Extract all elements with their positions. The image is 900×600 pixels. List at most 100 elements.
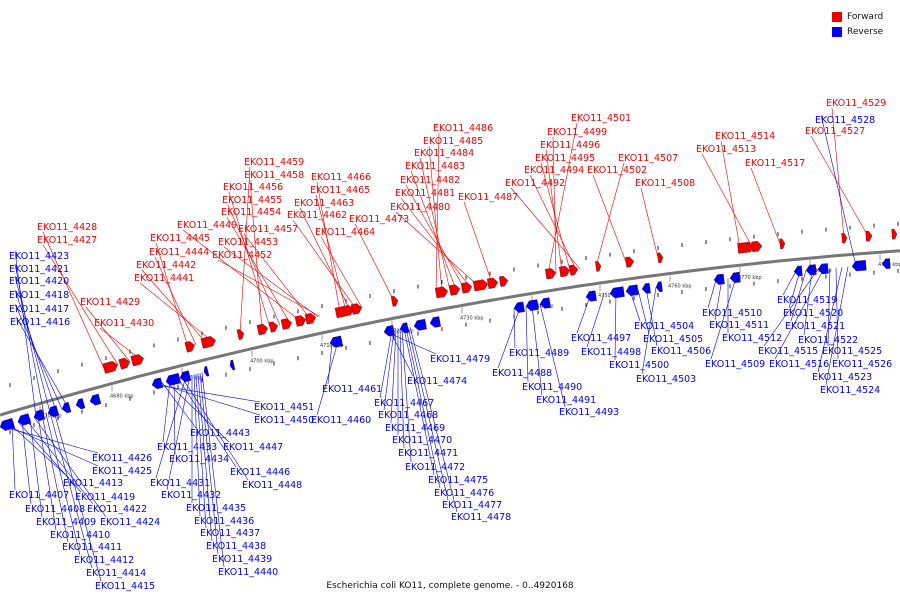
gene-label: EKO11_4440 <box>218 567 278 578</box>
reverse-gene <box>413 318 427 331</box>
label-connector <box>383 330 395 411</box>
gene-label: EKO11_4412 <box>74 555 134 566</box>
label-connector <box>428 145 443 293</box>
label-connector <box>239 166 251 335</box>
reverse-gene <box>429 316 441 328</box>
gene-label: EKO11_4474 <box>407 376 467 387</box>
reverse-gene <box>229 359 236 371</box>
gene-label: EKO11_4498 <box>581 347 641 358</box>
reverse-gene <box>383 325 395 337</box>
gene-label: EKO11_4490 <box>522 382 582 393</box>
label-connector <box>531 305 543 396</box>
forward-gene <box>460 282 473 294</box>
label-connector <box>228 191 271 328</box>
gene-label: EKO11_4480 <box>390 202 450 213</box>
gene-label: EKO11_4505 <box>643 334 703 345</box>
forward-gene <box>236 329 245 340</box>
label-connector <box>831 107 845 239</box>
label-connector <box>182 229 301 321</box>
reverse-gene <box>203 366 210 377</box>
gene-label: EKO11_4447 <box>223 442 283 453</box>
gene-label: EKO11_4466 <box>311 172 371 183</box>
label-connector <box>395 211 479 286</box>
forward-gene <box>472 279 488 292</box>
gene-label: EKO11_4488 <box>492 368 552 379</box>
gene-label: EKO11_4464 <box>315 227 375 238</box>
label-connector <box>576 296 591 334</box>
forward-gene <box>118 357 130 370</box>
gene-label: EKO11_4419 <box>75 492 135 503</box>
gene-label: EKO11_4442 <box>136 260 196 271</box>
gene-label: EKO11_4436 <box>194 516 254 527</box>
gene-label: EKO11_4477 <box>442 500 502 511</box>
forward-gene <box>268 321 278 333</box>
label-connector <box>385 331 437 355</box>
label-connector <box>645 288 658 347</box>
label-connector <box>720 140 741 249</box>
gene-label: EKO11_4499 <box>547 127 607 138</box>
label-connector <box>155 376 187 479</box>
gene-label: EKO11_4463 <box>294 198 354 209</box>
label-connector <box>354 223 395 302</box>
gene-label: EKO11_4511 <box>709 320 769 331</box>
gene-label: EKO11_4459 <box>244 157 304 168</box>
gene-label: EKO11_4439 <box>212 554 272 565</box>
label-connector <box>435 132 440 294</box>
gene-label: EKO11_4421 <box>9 264 69 275</box>
label-connector <box>788 270 801 309</box>
genome-backbone <box>0 249 900 417</box>
legend-reverse: Reverse <box>832 24 892 39</box>
label-connector <box>497 307 521 369</box>
axis-tick-label: 4750 kbp <box>598 293 622 299</box>
gene-label: EKO11_4429 <box>80 297 140 308</box>
label-connector <box>41 414 69 543</box>
reverse-gene <box>817 263 829 275</box>
gene-label: EKO11_4456 <box>223 182 283 193</box>
forward-gene <box>545 268 557 280</box>
label-connector <box>539 304 566 408</box>
forward-gene <box>751 241 763 252</box>
gene-label: EKO11_4476 <box>434 488 494 499</box>
gene-label: EKO11_4494 <box>524 165 584 176</box>
label-connector <box>42 244 119 366</box>
gene-label: EKO11_4521 <box>785 321 845 332</box>
gene-label: EKO11_4467 <box>374 398 434 409</box>
forward-gene <box>294 315 306 327</box>
label-connector <box>155 242 189 348</box>
label-connector <box>197 373 213 542</box>
label-connector <box>529 174 577 270</box>
label-connector <box>389 330 414 377</box>
label-connector <box>181 377 249 481</box>
gene-label: EKO11_4504 <box>634 321 694 332</box>
reverse-gene <box>17 413 32 426</box>
reverse-gene <box>151 377 164 390</box>
label-connector <box>419 157 451 291</box>
gene-label: EKO11_4432 <box>161 490 221 501</box>
reverse-gene <box>655 281 663 292</box>
label-connector <box>614 292 617 361</box>
legend: Forward Reverse <box>832 9 892 39</box>
gene-label: EKO11_4529 <box>826 98 886 109</box>
gene-label: EKO11_4448 <box>242 480 302 491</box>
label-connector <box>750 167 781 245</box>
label-connector <box>21 420 32 505</box>
gene-label: EKO11_4528 <box>815 115 875 126</box>
gene-label: EKO11_4434 <box>169 454 229 465</box>
label-connector <box>17 421 82 493</box>
label-connector <box>763 269 819 347</box>
gene-label: EKO11_4426 <box>92 453 152 464</box>
gene-label: EKO11_4455 <box>222 195 282 206</box>
gene-label: EKO11_4410 <box>50 530 110 541</box>
gene-label: EKO11_4428 <box>37 222 97 233</box>
gene-label: EKO11_4503 <box>636 374 696 385</box>
gene-label: EKO11_4418 <box>9 290 69 301</box>
label-connector <box>14 263 45 415</box>
label-connector <box>141 269 207 343</box>
forward-gene <box>657 252 664 264</box>
gene-label: EKO11_4479 <box>430 354 490 365</box>
label-connector <box>29 418 43 518</box>
gene-label: EKO11_4515 <box>758 346 818 357</box>
genome-caption: Escherichia coli KO11, complete genome. … <box>326 581 574 591</box>
label-connector <box>15 316 69 408</box>
label-connector <box>327 342 333 385</box>
